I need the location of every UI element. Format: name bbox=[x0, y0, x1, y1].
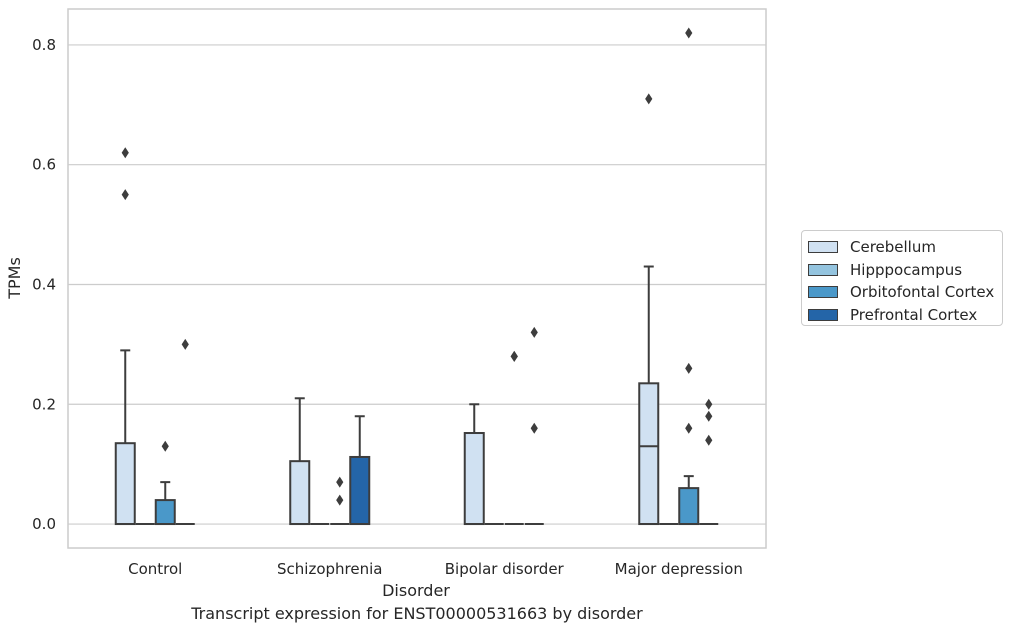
y-tick-label: 0.2 bbox=[32, 395, 56, 413]
x-tick-label: Bipolar disorder bbox=[445, 560, 565, 578]
legend-swatch bbox=[808, 286, 838, 299]
box-cerebellum bbox=[463, 403, 485, 526]
outlier-point bbox=[645, 93, 653, 105]
outlier-point bbox=[181, 338, 189, 350]
box-prefrontal-cortex bbox=[524, 326, 544, 526]
outlier-point bbox=[685, 362, 693, 374]
outlier-point bbox=[530, 326, 538, 338]
plot-frame bbox=[67, 8, 767, 549]
legend-swatch bbox=[808, 263, 838, 276]
legend: Cerebellum Hipppocampus Orbitofontal Corte… bbox=[801, 230, 1003, 326]
outlier-point bbox=[685, 27, 693, 39]
box-body bbox=[114, 442, 136, 526]
outlier-point bbox=[121, 189, 129, 201]
x-tick-label: Schizophrenia bbox=[277, 560, 382, 578]
legend-swatch bbox=[808, 241, 838, 254]
legend-item: Prefrontal Cortex bbox=[808, 304, 1002, 327]
box-body bbox=[638, 382, 660, 526]
y-tick-label: 0.4 bbox=[32, 275, 56, 293]
x-tick-label: Control bbox=[128, 560, 182, 578]
legend-item: Orbitofontal Cortex bbox=[808, 281, 1002, 304]
outlier-point bbox=[336, 494, 344, 506]
chart-caption: Transcript expression for ENST0000053166… bbox=[191, 604, 643, 623]
box-orbitofontal-cortex bbox=[154, 440, 176, 526]
outlier-point bbox=[121, 147, 129, 159]
outlier-point bbox=[685, 422, 693, 434]
y-tick-label: 0.0 bbox=[32, 515, 56, 533]
outlier-point bbox=[530, 422, 538, 434]
outlier-point bbox=[161, 440, 169, 452]
legend-label: Hipppocampus bbox=[850, 260, 963, 279]
outlier-point bbox=[336, 476, 344, 488]
legend-label: Prefrontal Cortex bbox=[850, 305, 978, 324]
box-cerebellum bbox=[289, 397, 311, 526]
legend-swatch bbox=[808, 308, 838, 321]
box-prefrontal-cortex bbox=[349, 415, 371, 526]
legend-item: Hipppocampus bbox=[808, 259, 1002, 282]
box-orbitofontal-cortex bbox=[678, 27, 700, 526]
box-body bbox=[349, 455, 371, 526]
outlier-point bbox=[510, 350, 518, 362]
box-cerebellum bbox=[638, 93, 660, 526]
outlier-point bbox=[705, 434, 713, 446]
outlier-point bbox=[705, 410, 713, 422]
box-orbitofontal-cortex bbox=[330, 476, 350, 526]
legend-label: Orbitofontal Cortex bbox=[850, 283, 995, 302]
box-prefrontal-cortex bbox=[175, 338, 195, 526]
box-body bbox=[289, 460, 311, 526]
box-cerebellum bbox=[114, 147, 136, 526]
box-prefrontal-cortex bbox=[699, 398, 719, 526]
legend-label: Cerebellum bbox=[850, 238, 936, 257]
box-orbitofontal-cortex bbox=[504, 350, 524, 526]
y-axis-label: TPMs bbox=[5, 257, 24, 300]
x-tick-label: Major depression bbox=[615, 560, 743, 578]
legend-item: Cerebellum bbox=[808, 236, 1002, 259]
box-body bbox=[678, 487, 700, 526]
box-body bbox=[154, 499, 176, 526]
y-tick-label: 0.8 bbox=[32, 36, 56, 54]
x-axis-label: Disorder bbox=[382, 581, 450, 600]
y-tick-label: 0.6 bbox=[32, 156, 56, 174]
outlier-point bbox=[705, 398, 713, 410]
box-body bbox=[463, 432, 485, 526]
